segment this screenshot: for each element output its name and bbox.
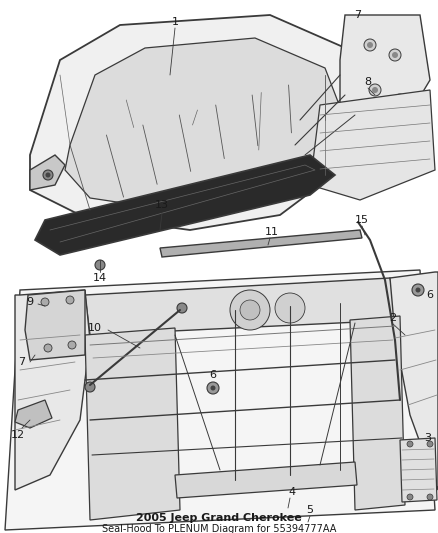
Polygon shape (15, 290, 90, 490)
Circle shape (211, 385, 215, 391)
Text: 7: 7 (354, 10, 361, 20)
Circle shape (367, 42, 373, 48)
Polygon shape (85, 328, 180, 520)
Polygon shape (35, 155, 335, 255)
Text: 2: 2 (389, 313, 396, 323)
Circle shape (416, 287, 420, 293)
Polygon shape (160, 230, 362, 257)
Circle shape (85, 382, 95, 392)
Text: 1: 1 (172, 17, 179, 27)
Circle shape (364, 39, 376, 51)
Circle shape (407, 441, 413, 447)
Text: 12: 12 (11, 430, 25, 440)
Polygon shape (340, 15, 430, 140)
Text: 3: 3 (424, 433, 431, 443)
Circle shape (397, 97, 403, 103)
Text: 6: 6 (427, 290, 434, 300)
Circle shape (427, 494, 433, 500)
Circle shape (43, 170, 53, 180)
Text: 11: 11 (265, 227, 279, 237)
Circle shape (44, 344, 52, 352)
Circle shape (372, 87, 378, 93)
Circle shape (275, 293, 305, 323)
Circle shape (427, 441, 433, 447)
Circle shape (177, 303, 187, 313)
Circle shape (46, 173, 50, 177)
Polygon shape (85, 278, 400, 335)
Polygon shape (400, 438, 437, 502)
Circle shape (230, 290, 270, 330)
Text: 2005 Jeep Grand Cherokee: 2005 Jeep Grand Cherokee (136, 513, 302, 523)
Text: 7: 7 (18, 357, 25, 367)
Polygon shape (390, 272, 438, 490)
Text: 4: 4 (289, 487, 296, 497)
Text: 13: 13 (155, 200, 169, 210)
Polygon shape (350, 316, 405, 510)
Polygon shape (25, 290, 85, 360)
Text: Seal-Hood To PLENUM Diagram for 55394777AA: Seal-Hood To PLENUM Diagram for 55394777… (102, 524, 336, 533)
Circle shape (389, 49, 401, 61)
Circle shape (407, 494, 413, 500)
Circle shape (95, 260, 105, 270)
Circle shape (369, 84, 381, 96)
Polygon shape (5, 270, 435, 530)
Polygon shape (30, 155, 65, 190)
Polygon shape (65, 38, 345, 210)
Polygon shape (310, 90, 435, 200)
Circle shape (41, 298, 49, 306)
Text: 8: 8 (364, 77, 371, 87)
Polygon shape (15, 400, 52, 428)
Text: 6: 6 (209, 370, 216, 380)
Text: 14: 14 (93, 273, 107, 283)
Polygon shape (175, 462, 357, 498)
Circle shape (240, 300, 260, 320)
Circle shape (66, 296, 74, 304)
Polygon shape (30, 15, 380, 230)
Text: 15: 15 (355, 215, 369, 225)
Circle shape (207, 382, 219, 394)
Text: 5: 5 (307, 505, 314, 515)
Circle shape (412, 284, 424, 296)
Circle shape (392, 52, 398, 58)
Circle shape (68, 341, 76, 349)
Circle shape (394, 94, 406, 106)
Text: 10: 10 (88, 323, 102, 333)
Text: 9: 9 (26, 297, 34, 307)
